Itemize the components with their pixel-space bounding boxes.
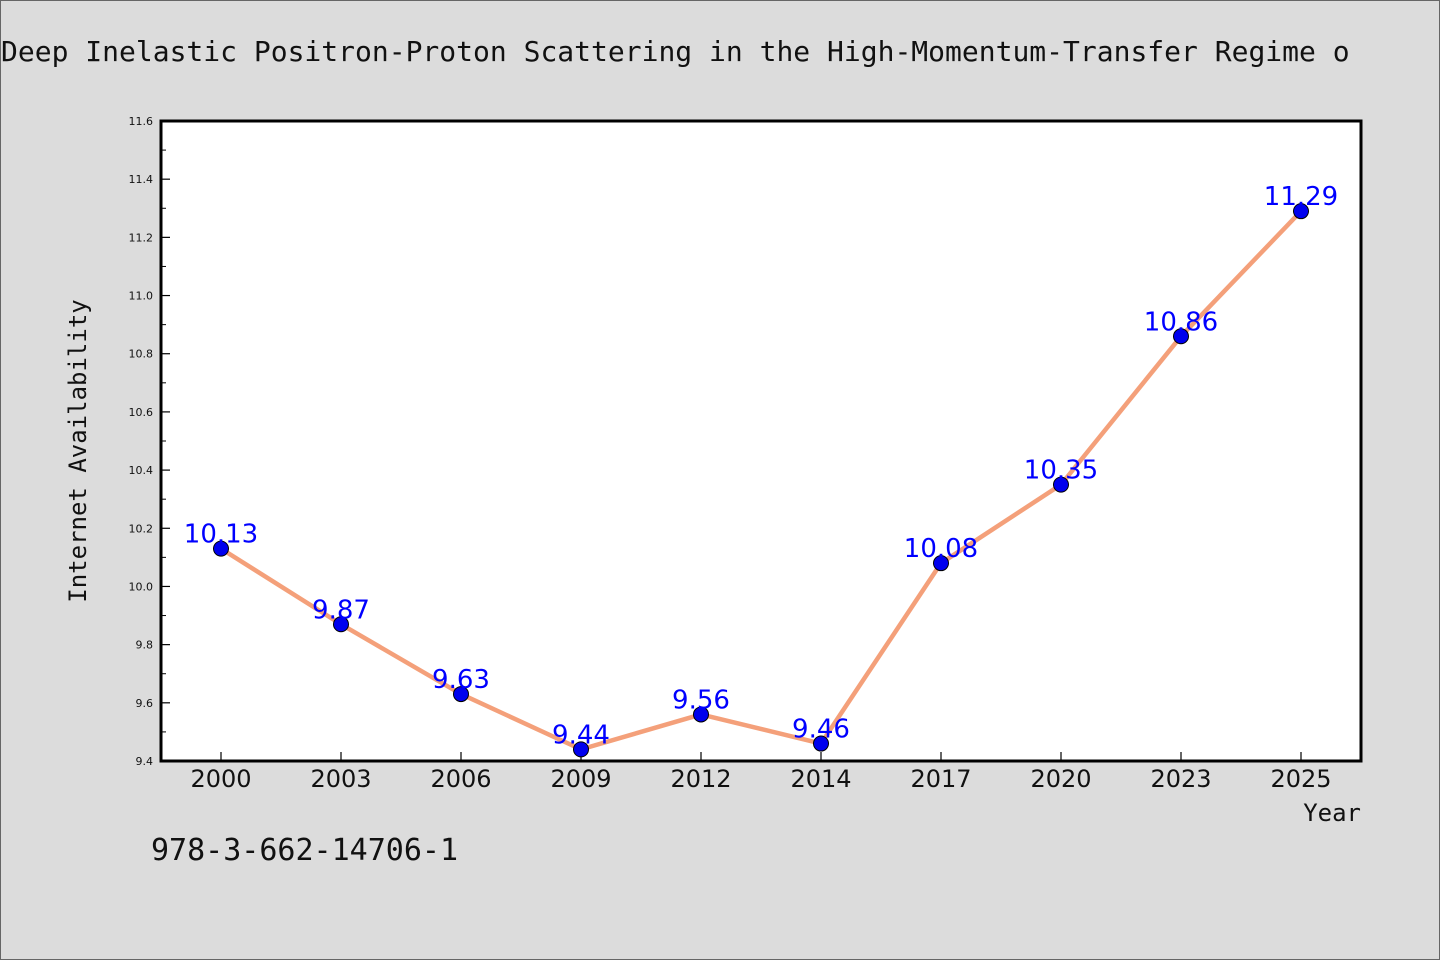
data-point [213,540,229,557]
x-tick-label: 2012 [670,765,731,793]
data-label: 9.46 [792,715,850,745]
data-label: 9.87 [312,595,370,625]
data-point [573,741,589,758]
y-axis: 9.4 9.6 9.8 10.0 10.2 10.4 10.6 10.8 11.0 11.2 11.… [129,115,170,768]
data-label: 9.63 [432,665,490,695]
data-label: 10.35 [1024,456,1098,486]
x-tick-label: 2023 [1150,765,1211,793]
x-axis: 2000 2003 2006 2009 2012 2014 2017 2020 2023 2025 [190,752,1332,793]
y-tick-label: 9.4 [136,755,154,768]
x-tick-label: 2003 [310,765,371,793]
isbn-label: 978-3-662-14706-1 [151,833,459,868]
x-tick-label: 2014 [790,765,851,793]
y-tick-label: 10.2 [129,522,154,535]
data-point [453,686,469,703]
data-point [1173,328,1189,345]
y-tick-label: 10.0 [129,580,154,593]
data-point [933,555,949,572]
data-label: 9.44 [552,720,610,750]
y-tick-label: 11.4 [129,173,154,186]
y-tick-label: 10.8 [129,348,154,361]
y-axis-label: Internet Availability [64,299,92,602]
series-line [219,209,1303,752]
x-tick-label: 2006 [430,765,491,793]
data-label: 10.08 [904,534,978,564]
y-tick-label: 11.6 [129,115,154,128]
data-label: 10.13 [184,520,258,550]
data-point [693,706,709,723]
data-label: 10.86 [1144,307,1218,337]
data-point [333,616,349,633]
y-tick-label: 9.6 [136,697,154,710]
x-tick-label: 2017 [910,765,971,793]
data-label: 11.29 [1264,182,1338,212]
y-tick-label: 11.0 [129,290,154,303]
x-tick-label: 2020 [1030,765,1091,793]
data-label: 9.56 [672,685,730,715]
plot-area [159,119,1363,763]
data-point [1053,476,1069,493]
data-points [213,203,1309,758]
y-tick-label: 9.8 [136,639,154,652]
data-point [813,735,829,752]
x-tick-label: 2000 [190,765,251,793]
x-axis-label: Year [1303,799,1361,827]
x-tick-label: 2009 [550,765,611,793]
y-tick-label: 10.6 [129,406,154,419]
y-tick-label: 11.2 [129,231,154,244]
data-labels: 10.13 9.87 9.63 9.44 9.56 9.46 10.08 10.35 10.86… [184,182,1338,750]
y-tick-label: 10.4 [129,464,154,477]
chart-title: Deep Inelastic Positron-Proton Scatterin… [1,35,1350,68]
x-tick-label: 2025 [1270,765,1331,793]
data-point [1293,203,1309,220]
